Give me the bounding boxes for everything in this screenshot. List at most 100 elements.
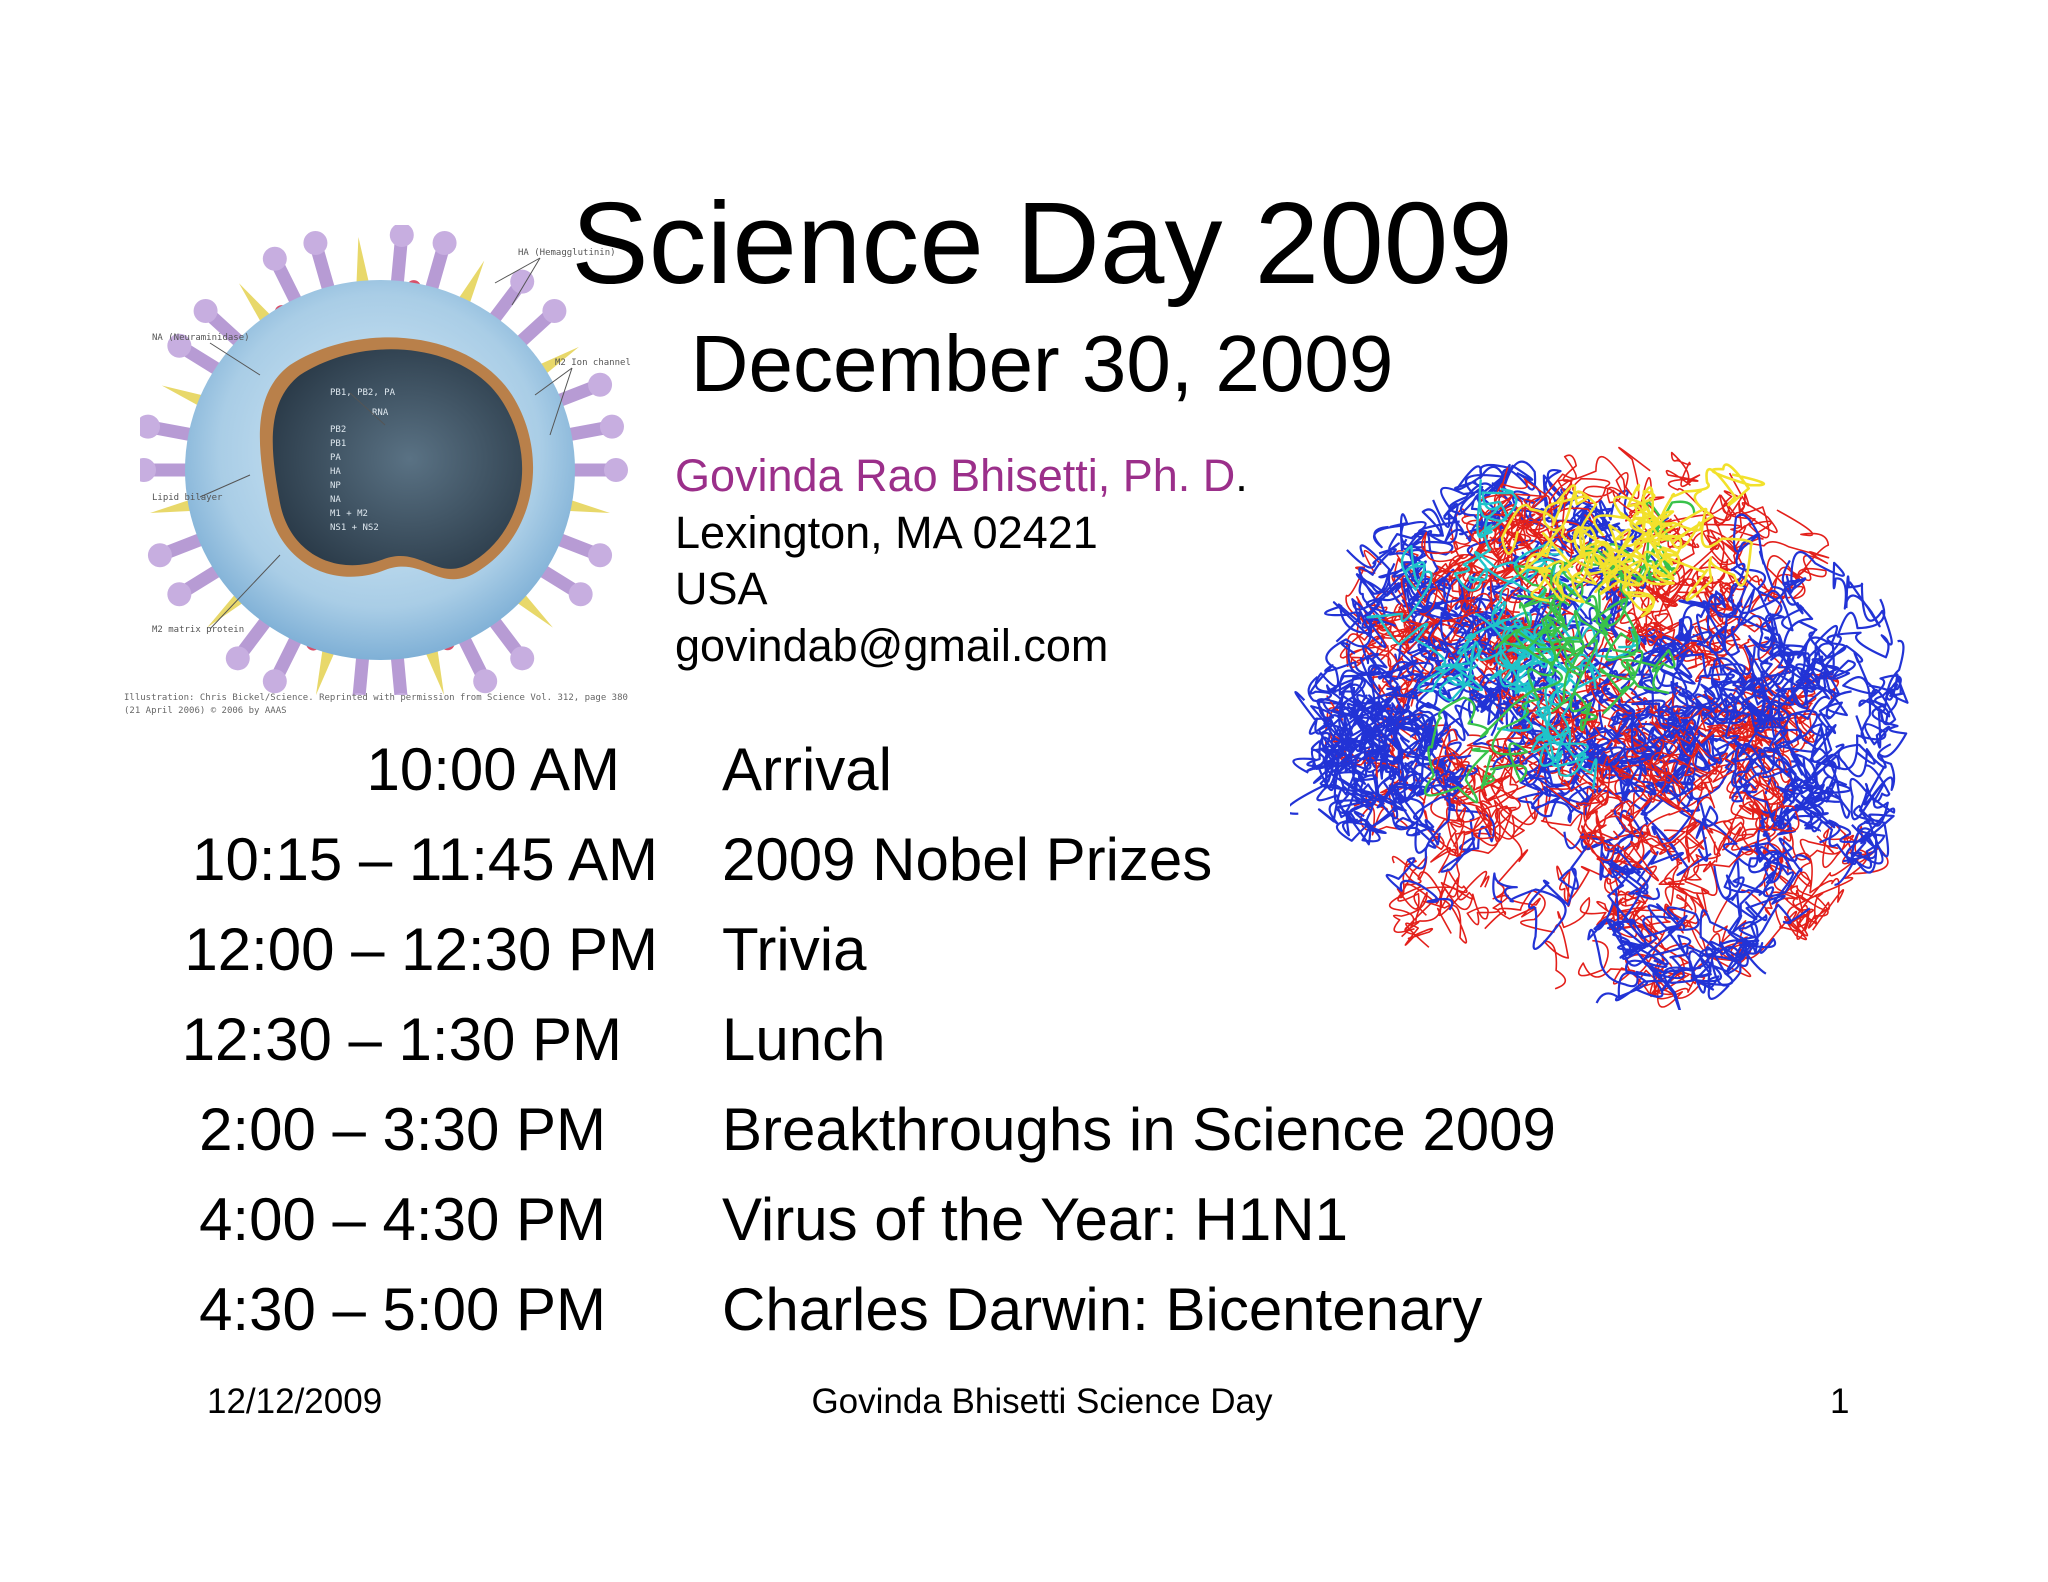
- ribbon-strand: [1602, 731, 1696, 863]
- ribbon-strand: [1436, 799, 1529, 934]
- ribbon-strand: [1733, 513, 1785, 652]
- ha-spike-head: [167, 333, 192, 358]
- ribbon-strand: [1337, 645, 1434, 724]
- label-rna: RNA: [372, 408, 389, 418]
- ribbon-strand: [1679, 798, 1783, 920]
- ha-spike-head: [510, 269, 535, 294]
- ribbon-strand: [1600, 788, 1669, 966]
- ha-spike-head: [389, 225, 414, 248]
- schedule-time: 12:30 – 1:30 PM: [181, 1006, 622, 1073]
- schedule-event: Breakthroughs in Science 2009: [722, 1096, 1556, 1163]
- ribbon-strand: [1491, 503, 1574, 582]
- ribbon-strand: [1587, 849, 1668, 988]
- ha-spike-head: [432, 231, 457, 256]
- ribbon-strand: [1729, 735, 1800, 832]
- ribbon-strand: [1738, 646, 1796, 772]
- ribbon-strand: [1450, 508, 1556, 562]
- ha-spike-head: [588, 543, 613, 568]
- rna-segment-label: PA: [330, 453, 341, 463]
- rna-segment-label: PB1: [330, 439, 346, 449]
- ribbon-strand: [1373, 508, 1460, 559]
- ribbon-strand: [1453, 587, 1539, 652]
- ha-spike-head: [147, 543, 172, 568]
- ha-spike-head: [303, 231, 328, 256]
- rna-segment-label: HA: [330, 467, 341, 477]
- ribbon-strand: [1518, 523, 1634, 575]
- ha-spike: [352, 644, 370, 695]
- ribbon-strand: [1480, 597, 1571, 790]
- ribbon-strand: [1419, 531, 1555, 636]
- ribbon-strand: [1324, 762, 1415, 846]
- ribbon-strand: [1431, 728, 1521, 843]
- ribbon-strand: [1692, 707, 1764, 856]
- ribbon-strand: [1392, 868, 1490, 934]
- footer-date: 12/12/2009: [207, 1382, 383, 1421]
- ha-spike: [390, 232, 408, 296]
- ribbon-strand: [1595, 947, 1740, 1004]
- ribbon-strand: [1745, 589, 1814, 717]
- schedule-time: 2:00 – 3:30 PM: [199, 1096, 606, 1163]
- ribbon-strand: [1423, 616, 1576, 804]
- ribbon-strand: [1651, 752, 1786, 881]
- schedule-time: 4:00 – 4:30 PM: [199, 1186, 606, 1253]
- ribbon-strand: [1388, 685, 1500, 781]
- ribbon-strand: [1524, 531, 1615, 604]
- ribbon-strand: [1731, 694, 1819, 803]
- presenter-address: Lexington, MA 02421: [675, 507, 1098, 558]
- ribbon-strand: [1837, 639, 1908, 778]
- ribbon-strand: [1858, 673, 1909, 726]
- ha-spike-head: [262, 246, 287, 271]
- ha-spike-head: [568, 582, 593, 607]
- ribbon-strand: [1416, 601, 1489, 685]
- presenter-name-period: .: [1235, 450, 1248, 501]
- ribbon-strand: [1636, 694, 1735, 851]
- ribbon-strand: [1417, 634, 1484, 702]
- ha-spike-head: [167, 582, 192, 607]
- presenter-email: govindab@gmail.com: [675, 620, 1109, 671]
- ribbon-strand: [1516, 594, 1629, 732]
- schedule-event: Charles Darwin: Bicentenary: [722, 1276, 1483, 1343]
- presenter-country: USA: [675, 563, 768, 614]
- ribbon-strand: [1404, 762, 1496, 873]
- ha-spike-head: [510, 646, 535, 671]
- ribbon-strand: [1292, 686, 1401, 774]
- ribbon-strand: [1795, 644, 1877, 744]
- ribbon-strand: [1294, 690, 1378, 826]
- ha-spike-head: [599, 414, 624, 439]
- rna-segment-label: NS1 + NS2: [330, 523, 379, 533]
- ribbon-strand: [1633, 934, 1742, 1000]
- na-spike: [356, 236, 371, 290]
- rna-segment-label: PB2: [330, 425, 346, 435]
- label-polymerase: PB1, PB2, PA: [330, 388, 396, 398]
- presenter-name: Govinda Rao Bhisetti, Ph. D.: [675, 450, 1248, 501]
- slide-title: Science Day 2009: [571, 178, 1513, 308]
- ribbon-strand: [1639, 705, 1711, 786]
- slide-subtitle: December 30, 2009: [690, 319, 1394, 408]
- ribbon-strand: [1430, 762, 1519, 874]
- ribbon-strand: [1628, 570, 1704, 637]
- label-m2-ion: M2 Ion channel: [555, 358, 631, 368]
- label-lipid: Lipid bilayer: [152, 493, 223, 503]
- ribbon-strand: [1781, 551, 1881, 628]
- ribbon-strand: [1587, 723, 1693, 801]
- ribbon-strand: [1784, 892, 1830, 941]
- ha-spike-head: [473, 669, 498, 694]
- ribbon-strand: [1346, 513, 1427, 569]
- ribbon-strand: [1453, 479, 1518, 592]
- ha-spike-head: [351, 692, 365, 695]
- rna-segment-label: M1 + M2: [330, 509, 368, 519]
- ha-spike-head: [542, 299, 567, 324]
- ribbon-strand: [1678, 582, 1747, 674]
- ribbon-strand: [1701, 657, 1813, 725]
- ribbon-strand: [1782, 823, 1873, 874]
- ribbon-strand: [1846, 743, 1896, 869]
- ribbon-strand: [1500, 484, 1618, 575]
- na-spike: [423, 643, 445, 695]
- ribbon-strand: [1432, 496, 1497, 544]
- ha-spike-head: [193, 299, 218, 324]
- ribbon-strand: [1784, 713, 1852, 819]
- ha-spike-head: [262, 669, 287, 694]
- label-m2-matrix: M2 matrix protein: [152, 625, 244, 635]
- na-spike: [315, 643, 337, 695]
